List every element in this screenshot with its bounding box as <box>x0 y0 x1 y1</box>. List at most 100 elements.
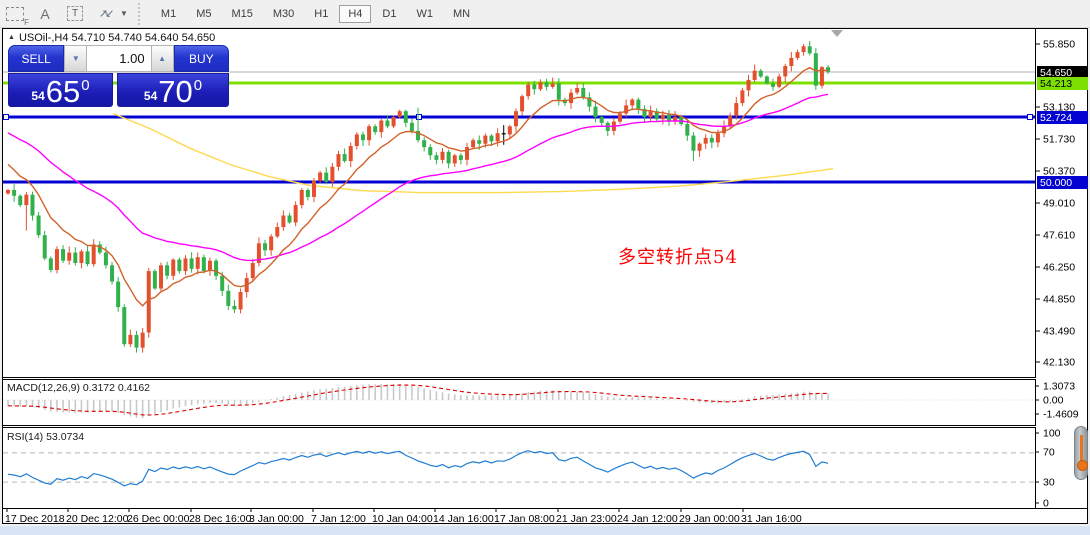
timeframe-button-m30[interactable]: M30 <box>272 7 295 20</box>
candle-body[interactable] <box>281 215 286 228</box>
rsi-pane[interactable] <box>2 427 1036 509</box>
candle-body[interactable] <box>691 135 696 151</box>
candle-body[interactable] <box>238 292 243 310</box>
candle-body[interactable] <box>79 251 84 263</box>
candle-body[interactable] <box>116 281 121 308</box>
candle-body[interactable] <box>293 205 298 223</box>
candle-body[interactable] <box>122 307 127 345</box>
candle-body[interactable] <box>556 83 561 100</box>
candle-body[interactable] <box>232 305 237 310</box>
candle-body[interactable] <box>67 252 72 261</box>
timeframe-button-h1[interactable]: H1 <box>314 7 329 20</box>
candle-body[interactable] <box>403 111 408 123</box>
candle-body[interactable] <box>599 117 604 123</box>
chart-text-annotation[interactable]: 多空转折点54 <box>618 247 738 268</box>
candle-body[interactable] <box>195 257 200 269</box>
candle-body[interactable] <box>226 290 231 306</box>
candle-body[interactable] <box>489 135 494 142</box>
candle-body[interactable] <box>409 122 414 131</box>
candle-body[interactable] <box>263 243 268 251</box>
candle-body[interactable] <box>18 195 23 206</box>
candle-body[interactable] <box>134 334 139 348</box>
candle-body[interactable] <box>740 90 745 104</box>
candle-body[interactable] <box>201 257 206 272</box>
timeframe-button-d1[interactable]: D1 <box>382 7 397 20</box>
candle-body[interactable] <box>501 133 506 135</box>
candle-body[interactable] <box>458 155 463 160</box>
candle-body[interactable] <box>189 258 194 269</box>
candle-body[interactable] <box>624 105 629 114</box>
candle-body[interactable] <box>795 52 800 58</box>
candle-body[interactable] <box>819 67 824 86</box>
candle-body[interactable] <box>287 215 292 223</box>
candle-body[interactable] <box>513 111 518 127</box>
timeframe-button-m5[interactable]: M5 <box>196 7 212 20</box>
candle-body[interactable] <box>165 265 170 276</box>
candle-body[interactable] <box>348 146 353 162</box>
candle-body[interactable] <box>42 235 47 259</box>
buy-price-display[interactable]: 54 70 0 <box>117 73 229 107</box>
candle-body[interactable] <box>807 46 812 54</box>
candle-body[interactable] <box>54 249 59 270</box>
candle-body[interactable] <box>746 79 751 91</box>
candle-body[interactable] <box>507 126 512 135</box>
line-selection-handle[interactable] <box>3 114 9 120</box>
candle-body[interactable] <box>593 106 598 117</box>
candle-body[interactable] <box>728 115 733 127</box>
candle-body[interactable] <box>416 130 421 141</box>
chart-shift-triangle-icon[interactable] <box>831 30 843 37</box>
candle-body[interactable] <box>789 57 794 66</box>
candle-body[interactable] <box>434 155 439 160</box>
candle-body[interactable] <box>446 151 451 164</box>
candle-body[interactable] <box>428 147 433 156</box>
candle-body[interactable] <box>312 180 316 197</box>
collapse-panel-icon[interactable]: ▲ <box>8 34 15 41</box>
candle-body[interactable] <box>550 83 555 87</box>
candle-body[interactable] <box>342 154 347 162</box>
candle-body[interactable] <box>440 151 445 160</box>
candle-body[interactable] <box>354 134 359 146</box>
line-selection-handle[interactable] <box>416 114 422 120</box>
arrow-objects-button[interactable]: ↗↙ <box>93 3 117 25</box>
candle-body[interactable] <box>538 82 543 90</box>
candle-body[interactable] <box>526 84 531 97</box>
candle-body[interactable] <box>813 53 818 86</box>
candle-body[interactable] <box>673 117 678 121</box>
candle-body[interactable] <box>752 70 757 80</box>
candle-body[interactable] <box>709 137 714 143</box>
candle-body[interactable] <box>373 126 378 133</box>
candle-body[interactable] <box>397 111 402 117</box>
candle-body[interactable] <box>305 190 310 197</box>
candle-body[interactable] <box>6 190 10 194</box>
candle-body[interactable] <box>648 111 653 117</box>
candle-body[interactable] <box>764 76 769 84</box>
candle-body[interactable] <box>520 96 525 112</box>
candle-body[interactable] <box>483 135 488 144</box>
candle-body[interactable] <box>177 259 182 272</box>
candle-body[interactable] <box>159 265 163 289</box>
candle-body[interactable] <box>636 99 641 109</box>
sell-button[interactable]: SELL <box>8 45 65 72</box>
candle-body[interactable] <box>299 190 304 206</box>
candle-body[interactable] <box>207 260 212 272</box>
candle-body[interactable] <box>336 154 341 167</box>
candle-body[interactable] <box>581 88 586 98</box>
volume-decrease-button[interactable]: ▼ <box>64 45 88 72</box>
volume-input[interactable]: 1.00 <box>87 45 151 72</box>
candle-body[interactable] <box>48 258 53 270</box>
candle-body[interactable] <box>642 108 647 117</box>
candle-body[interactable] <box>171 259 176 276</box>
candle-body[interactable] <box>477 140 482 144</box>
candle-body[interactable] <box>722 126 727 134</box>
candle-body[interactable] <box>569 92 574 104</box>
candle-body[interactable] <box>826 67 831 72</box>
candle-body[interactable] <box>318 172 323 181</box>
candle-body[interactable] <box>330 166 335 182</box>
candle-body[interactable] <box>532 84 537 90</box>
candle-body[interactable] <box>24 194 29 206</box>
fibonacci-tool-button[interactable]: F <box>3 3 29 27</box>
candle-body[interactable] <box>495 133 500 142</box>
candle-body[interactable] <box>275 227 280 237</box>
candle-body[interactable] <box>391 117 396 127</box>
candle-body[interactable] <box>758 70 763 77</box>
